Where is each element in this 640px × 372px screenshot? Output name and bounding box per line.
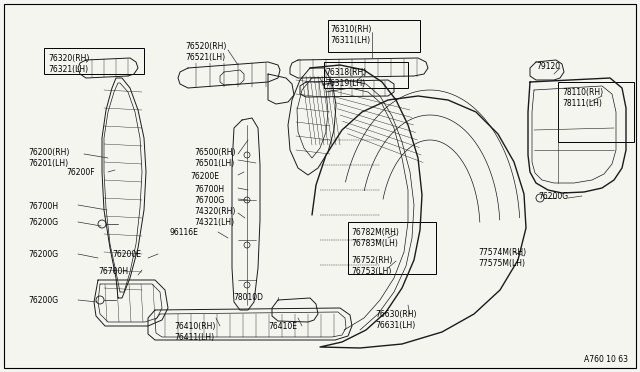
Text: 76500(RH)
76501(LH): 76500(RH) 76501(LH) <box>194 148 236 168</box>
Bar <box>324 62 408 88</box>
Text: 76700G: 76700G <box>194 196 224 205</box>
Text: 79120: 79120 <box>536 62 560 71</box>
Bar <box>348 222 436 274</box>
Bar <box>558 82 634 142</box>
Text: 76752(RH)
76753(LH): 76752(RH) 76753(LH) <box>351 256 392 276</box>
Bar <box>328 20 420 52</box>
Text: 96116E: 96116E <box>170 228 199 237</box>
Text: 76520(RH)
76521(LH): 76520(RH) 76521(LH) <box>185 42 227 62</box>
Text: 76200E: 76200E <box>190 172 219 181</box>
Text: 76320(RH)
76321(LH): 76320(RH) 76321(LH) <box>48 54 90 74</box>
Text: 76200G: 76200G <box>538 192 568 201</box>
Text: 76200(RH)
76201(LH): 76200(RH) 76201(LH) <box>28 148 69 168</box>
Text: 76630(RH)
76631(LH): 76630(RH) 76631(LH) <box>375 310 417 330</box>
Text: 77574M(RH)
77575M(LH): 77574M(RH) 77575M(LH) <box>478 248 526 268</box>
Text: 76200G: 76200G <box>28 296 58 305</box>
Text: 76700H: 76700H <box>98 267 128 276</box>
Text: 76700H: 76700H <box>194 185 224 194</box>
Text: 78010D: 78010D <box>233 293 263 302</box>
Bar <box>44 48 144 74</box>
Text: 76200F: 76200F <box>66 168 95 177</box>
Text: A760 10 63: A760 10 63 <box>584 355 628 364</box>
Text: 76782M(RH)
76783M(LH): 76782M(RH) 76783M(LH) <box>351 228 399 248</box>
Text: 78110(RH)
78111(LH): 78110(RH) 78111(LH) <box>562 88 603 108</box>
Text: 76200G: 76200G <box>28 218 58 227</box>
Text: 76200G: 76200G <box>28 250 58 259</box>
Text: 76200E: 76200E <box>112 250 141 259</box>
Text: 76310(RH)
76311(LH): 76310(RH) 76311(LH) <box>330 25 371 45</box>
Text: 76410(RH)
76411(LH): 76410(RH) 76411(LH) <box>174 322 216 342</box>
Text: 76700H: 76700H <box>28 202 58 211</box>
Text: 74320(RH)
74321(LH): 74320(RH) 74321(LH) <box>194 207 236 227</box>
Text: 76318(RH)
76319(LH): 76318(RH) 76319(LH) <box>325 68 366 88</box>
Text: 76410E: 76410E <box>268 322 297 331</box>
